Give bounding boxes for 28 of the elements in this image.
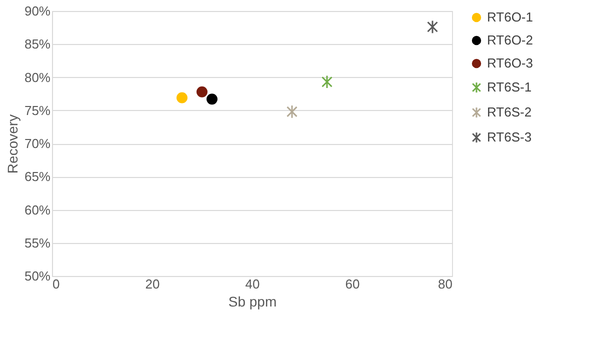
y-tick-label: 75% — [24, 102, 51, 118]
legend-label: RT6O-3 — [487, 56, 533, 70]
legend-label: RT6S-1 — [487, 80, 532, 94]
point — [206, 94, 218, 105]
y-tick-label: 60% — [24, 202, 51, 218]
x-tick-label: 80 — [438, 276, 452, 292]
y-tick-label: 65% — [24, 169, 51, 184]
x-tick-label: 40 — [245, 276, 260, 292]
y-axis-title: Recovery — [4, 114, 20, 174]
point — [427, 20, 438, 34]
y-tick-label: 85% — [24, 36, 51, 52]
point — [176, 92, 188, 104]
y-tick-label: 55% — [24, 235, 51, 250]
x-tick-label: 20 — [145, 276, 160, 292]
legend-label: RT6S-2 — [487, 104, 532, 120]
point — [196, 86, 208, 98]
y-tick-label: 50% — [24, 268, 51, 284]
legend-label: RT6S-3 — [487, 130, 532, 144]
legend-label: RT6O-1 — [487, 10, 533, 24]
x-axis-title: Sb ppm — [228, 294, 277, 310]
x-tick-label: 60 — [345, 276, 360, 292]
point — [286, 104, 298, 119]
y-tick-label: 80% — [24, 70, 51, 85]
legend-label: RT6O-2 — [487, 32, 533, 48]
y-tick-label: 70% — [24, 136, 51, 151]
y-tick-label: 90% — [24, 4, 51, 18]
x-tick-label: 0 — [52, 276, 60, 292]
point — [322, 74, 332, 89]
